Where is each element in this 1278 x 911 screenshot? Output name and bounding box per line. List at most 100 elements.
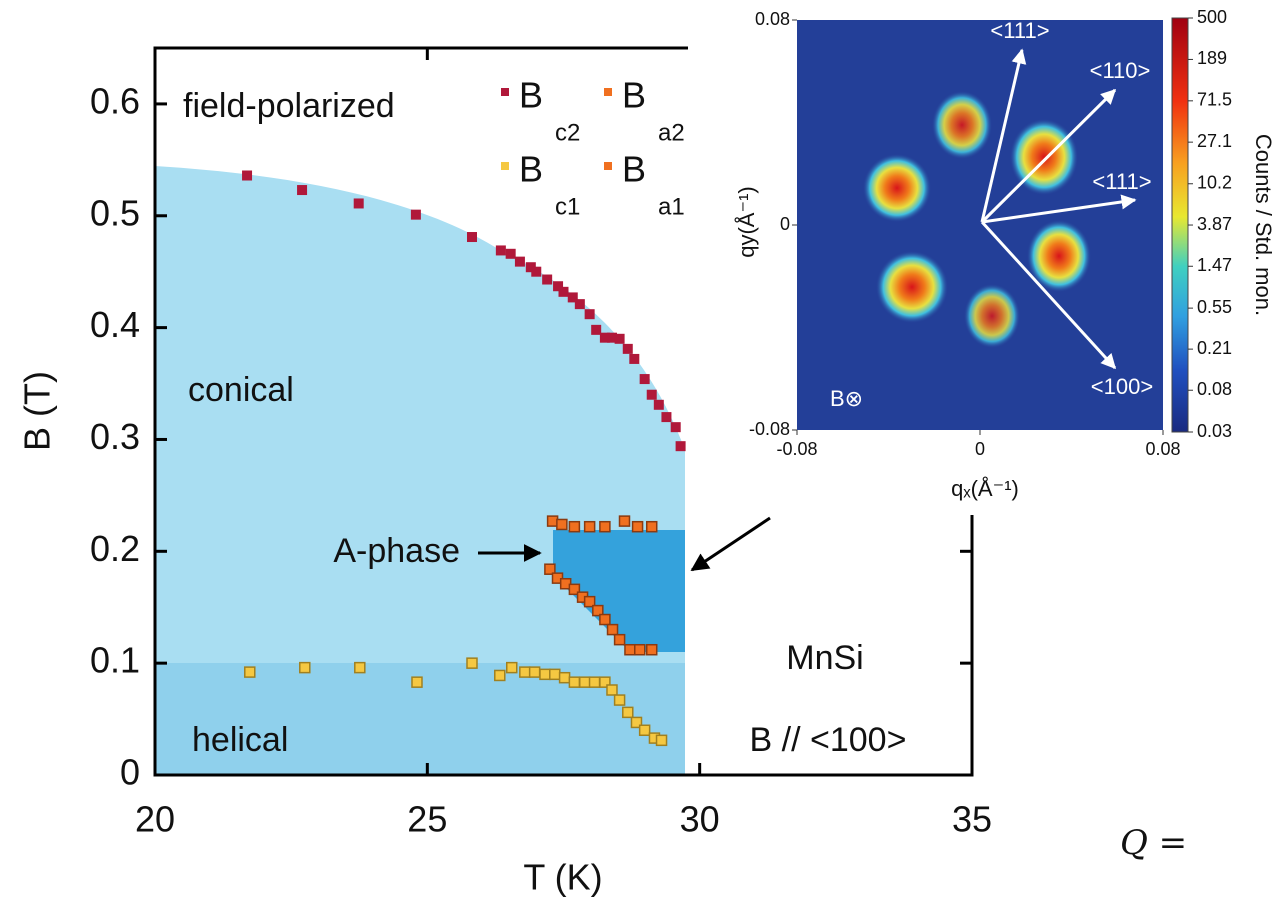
data-point xyxy=(520,667,530,677)
colorbar-tick-label: 71.5 xyxy=(1197,90,1232,110)
fragment-text: Q = xyxy=(1120,823,1187,863)
data-point xyxy=(615,635,625,645)
y-tick-label: 0.08 xyxy=(755,9,790,29)
data-point xyxy=(600,615,610,625)
y-tick-label: 0.3 xyxy=(90,416,140,457)
data-point xyxy=(540,669,550,679)
data-point xyxy=(506,249,516,259)
colorbar-tick-label: 27.1 xyxy=(1197,131,1232,151)
data-point xyxy=(620,516,630,526)
direction-label: <100> xyxy=(1091,374,1153,399)
colorbar-label: Counts / Std. mon. xyxy=(1251,134,1276,316)
data-point xyxy=(640,725,650,735)
data-point xyxy=(496,245,506,255)
data-point xyxy=(629,354,639,364)
data-point xyxy=(542,275,552,285)
data-point xyxy=(569,522,579,532)
data-point xyxy=(676,441,686,451)
y-tick-label: -0.08 xyxy=(749,419,790,439)
data-point xyxy=(615,334,625,344)
annotation: helical xyxy=(192,721,288,759)
data-point xyxy=(245,667,255,677)
x-axis-label: qₓ(Å⁻¹) xyxy=(951,476,1019,501)
data-point xyxy=(575,299,585,309)
data-point xyxy=(661,412,671,422)
data-point xyxy=(591,325,601,335)
x-tick-label: 35 xyxy=(952,799,992,840)
data-point xyxy=(607,685,617,695)
direction-label: <110> xyxy=(1090,58,1151,83)
data-point xyxy=(615,695,625,705)
y-tick-label: 0.6 xyxy=(90,80,140,121)
data-point xyxy=(633,522,643,532)
data-point xyxy=(560,673,570,683)
data-point xyxy=(657,735,667,745)
data-point xyxy=(647,645,657,655)
data-point xyxy=(411,210,421,220)
data-point xyxy=(625,645,635,655)
data-point xyxy=(585,522,595,532)
legend-label: B xyxy=(519,149,543,190)
legend-label: B xyxy=(622,75,646,116)
y-axis-label: B (T) xyxy=(17,371,58,451)
data-point xyxy=(600,522,610,532)
legend-marker xyxy=(604,88,612,96)
data-point xyxy=(355,663,365,673)
colorbar-tick-label: 10.2 xyxy=(1197,173,1232,193)
y-tick-label: 0.2 xyxy=(90,528,140,569)
y-tick-label: 0 xyxy=(780,214,790,234)
data-point xyxy=(530,667,540,677)
colorbar-tick-label: 189 xyxy=(1197,48,1227,68)
data-point xyxy=(531,267,541,277)
annotation: B // <100> xyxy=(750,721,907,759)
annotation: field-polarized xyxy=(183,87,395,125)
x-tick-label: 20 xyxy=(135,799,175,840)
data-point xyxy=(550,669,560,679)
y-tick-label: 0.4 xyxy=(90,304,140,345)
data-point xyxy=(623,344,633,354)
data-point xyxy=(608,625,618,635)
y-tick-label: 0.5 xyxy=(90,192,140,233)
legend-marker xyxy=(501,88,509,96)
annotation: conical xyxy=(188,371,294,409)
data-point xyxy=(640,374,650,384)
data-point xyxy=(515,257,525,267)
data-point xyxy=(580,677,590,687)
x-axis-label: T (K) xyxy=(523,857,602,898)
legend-subscript: a2 xyxy=(658,119,685,146)
annotation: A-phase xyxy=(333,532,460,570)
colorbar-tick-label: 0.55 xyxy=(1197,297,1232,317)
y-axis-label: qy(Å⁻¹) xyxy=(734,186,759,258)
data-point xyxy=(412,677,422,687)
annotation: MnSi xyxy=(786,639,863,677)
data-point xyxy=(354,198,364,208)
data-point xyxy=(548,516,558,526)
data-point xyxy=(569,677,579,687)
data-point xyxy=(559,287,569,297)
data-point xyxy=(585,309,595,319)
data-point xyxy=(557,519,567,529)
legend-label: B xyxy=(622,149,646,190)
legend-marker xyxy=(501,162,509,170)
data-point xyxy=(297,185,307,195)
direction-label: <111> xyxy=(1092,169,1151,194)
colorbar-tick-label: 0.08 xyxy=(1197,379,1232,399)
inset-pointer xyxy=(692,518,770,570)
data-point xyxy=(647,522,657,532)
colorbar-tick-label: 1.47 xyxy=(1197,255,1232,275)
data-point xyxy=(495,670,505,680)
figure: 2025303500.10.20.30.40.50.6T (K)B (T)fie… xyxy=(0,0,1278,911)
x-tick-label: -0.08 xyxy=(776,439,817,459)
data-point xyxy=(623,707,633,717)
data-point xyxy=(590,677,600,687)
y-tick-label: 0 xyxy=(120,752,140,793)
x-tick-label: 0.08 xyxy=(1145,439,1180,459)
data-point xyxy=(647,390,657,400)
data-point xyxy=(507,663,517,673)
legend-subscript: c1 xyxy=(555,193,580,220)
data-point xyxy=(654,400,664,410)
direction-label: <111> xyxy=(990,18,1049,43)
legend-subscript: a1 xyxy=(658,193,685,220)
data-point xyxy=(467,658,477,668)
direction-label: B⊗ xyxy=(830,386,863,411)
